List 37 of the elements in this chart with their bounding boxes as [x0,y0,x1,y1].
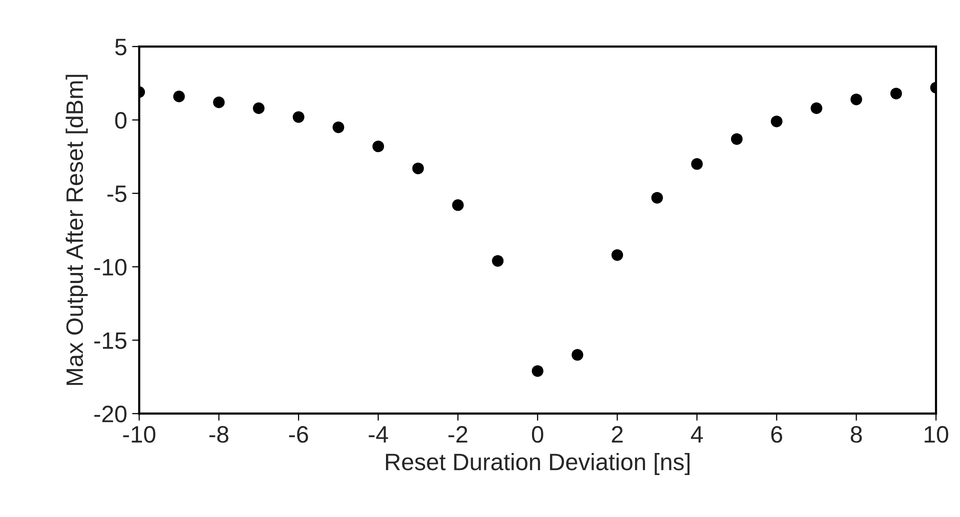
point [213,96,225,108]
point [691,158,703,170]
x-tick-label: 10 [924,426,948,443]
point [572,349,584,361]
point [651,192,663,204]
point [173,90,185,102]
point [730,133,743,145]
point [412,162,424,174]
y-tick-label: -10 [94,258,126,276]
x-axis-title: Reset Duration Deviation [ns] [386,452,690,475]
y-tick-label: 5 [115,38,126,56]
point [532,365,544,377]
point [850,94,862,106]
point [611,249,624,261]
x-tick-label: 2 [612,426,623,443]
x-tick-label: -8 [209,426,228,443]
point [252,102,265,114]
y-tick-label: -20 [94,406,126,422]
y-tick-label: -5 [107,186,126,202]
x-tick-label: 8 [850,426,862,443]
x-tick-label: 6 [771,426,782,443]
y-axis-title: Max Output After Reset [dBm] [66,74,88,385]
x-tick-label: -4 [368,426,388,443]
x-tick-label: -2 [448,426,468,443]
point [452,199,464,211]
point [810,102,822,114]
point [890,88,902,100]
x-tick-label: -6 [289,426,308,443]
point [372,140,384,152]
point [332,121,344,134]
point [492,255,504,267]
y-tick-label: 0 [115,112,126,129]
x-tick-label: 0 [532,426,544,443]
point [770,116,782,128]
x-tick-label: 4 [690,426,703,443]
point [292,111,304,123]
y-tick-label: -15 [94,332,126,349]
